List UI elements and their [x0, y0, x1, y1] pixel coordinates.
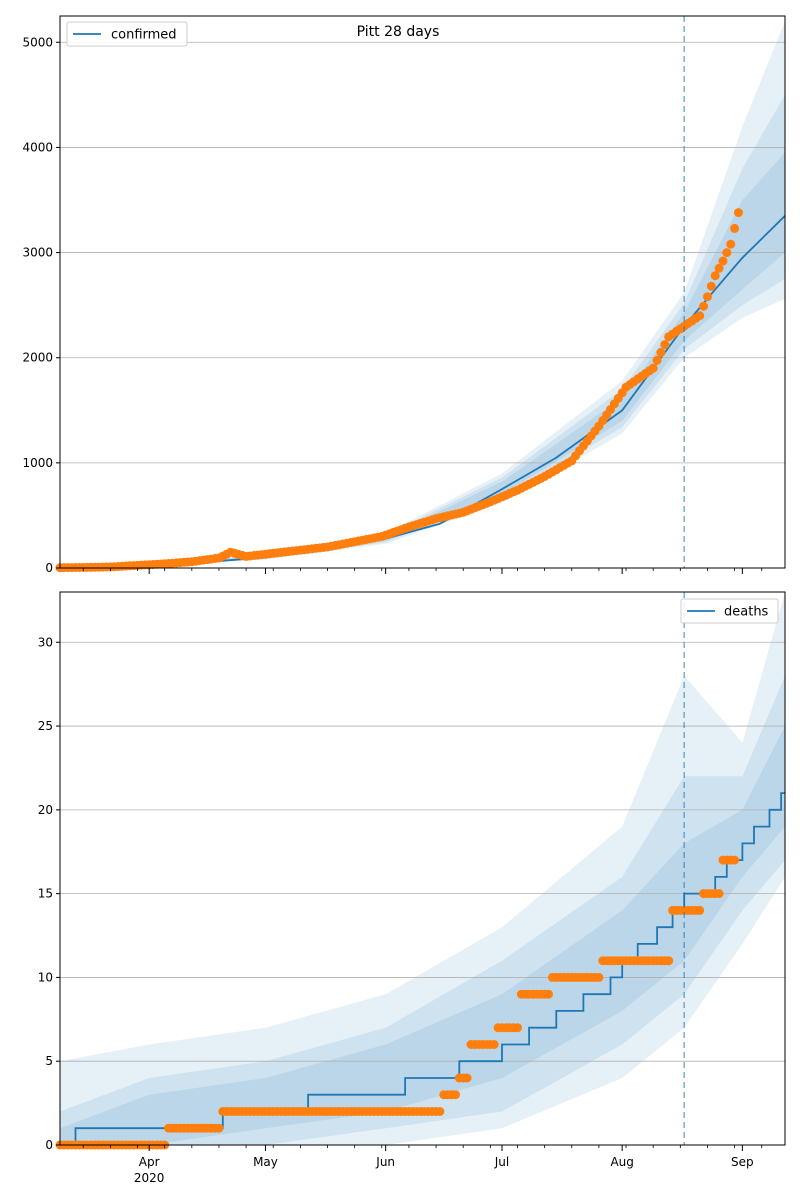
y-tick-label: 2000	[22, 351, 53, 365]
observed-point	[489, 1040, 499, 1049]
y-tick-label: 15	[38, 887, 53, 901]
deaths-axes: 0 5 10 15 20 25 30	[38, 591, 786, 1152]
deaths-observed-points	[55, 855, 740, 1150]
observed-point	[664, 956, 674, 966]
observed-point	[214, 1123, 224, 1133]
observed-point	[435, 1107, 445, 1116]
deaths-legend: deaths	[680, 598, 779, 624]
y-tick-label: 5000	[22, 35, 53, 49]
deaths-panel: 0 5 10 15 20 25 30 deaths	[38, 591, 786, 1152]
observed-point	[544, 989, 553, 999]
confidence-band-1	[60, 21, 785, 569]
observed-point	[699, 301, 709, 311]
y-tick-label: 5	[45, 1054, 53, 1068]
x-tick-label: May	[253, 1155, 278, 1169]
axes-frame	[59, 15, 786, 569]
observed-point	[703, 292, 712, 302]
axes-frame	[59, 591, 786, 1146]
observed-point	[695, 905, 705, 915]
x-tick-label: Sep	[731, 1155, 754, 1169]
deaths-confidence-bands	[60, 592, 785, 1145]
legend-label-deaths: deaths	[724, 605, 769, 620]
confirmed-confidence-bands	[60, 21, 785, 569]
observed-point	[648, 363, 658, 373]
y-tick-label: 0	[45, 561, 53, 575]
legend-box	[66, 21, 188, 47]
observed-point	[652, 355, 662, 365]
observed-point	[656, 348, 666, 357]
observed-point	[695, 311, 705, 321]
x-tick-label: Aug	[610, 1155, 633, 1169]
x-axis-date-labels: Apr 2020 May Jun Jul Aug Sep	[134, 1155, 754, 1185]
x-tick-sublabel: 2020	[134, 1171, 165, 1185]
y-tick-label: 10	[38, 970, 53, 984]
y-tick-label: 4000	[22, 140, 53, 154]
observed-point	[513, 1023, 522, 1033]
observed-point	[722, 248, 732, 258]
observed-point	[714, 263, 724, 273]
observed-point	[706, 281, 716, 291]
x-tick-label: Jul	[494, 1155, 509, 1169]
y-tick-label: 3000	[22, 246, 53, 260]
x-tick-label: Apr	[139, 1155, 160, 1169]
y-tick-label: 25	[38, 719, 53, 733]
observed-point	[714, 889, 724, 899]
confidence-band-2	[60, 675, 785, 1145]
observed-point	[730, 223, 740, 233]
observed-point	[710, 271, 720, 281]
confirmed-panel: 0 1000 2000 3000 4000 5000 Pitt 28 days confi…	[22, 15, 786, 575]
observed-point	[451, 1090, 460, 1100]
confirmed-axes: 0 1000 2000 3000 4000 5000	[22, 15, 786, 575]
chart-title: Pitt 28 days	[357, 24, 440, 40]
confirmed-legend: confirmed	[66, 21, 188, 47]
y-tick-label: 20	[38, 803, 53, 817]
confirmed-observed-points	[55, 208, 743, 573]
y-tick-label: 1000	[22, 456, 53, 470]
y-tick-label: 0	[45, 1138, 53, 1152]
observed-point	[718, 256, 728, 266]
x-tick-label: Jun	[375, 1155, 395, 1169]
legend-box	[680, 598, 779, 624]
legend-label-confirmed: confirmed	[111, 28, 177, 43]
y-tick-label: 30	[38, 635, 53, 649]
observed-point	[462, 1073, 472, 1083]
observed-point	[594, 972, 604, 982]
observed-point	[734, 208, 743, 218]
confidence-band-1	[60, 592, 785, 1145]
observed-point	[660, 340, 670, 350]
observed-point	[730, 855, 740, 865]
observed-point	[726, 239, 736, 249]
